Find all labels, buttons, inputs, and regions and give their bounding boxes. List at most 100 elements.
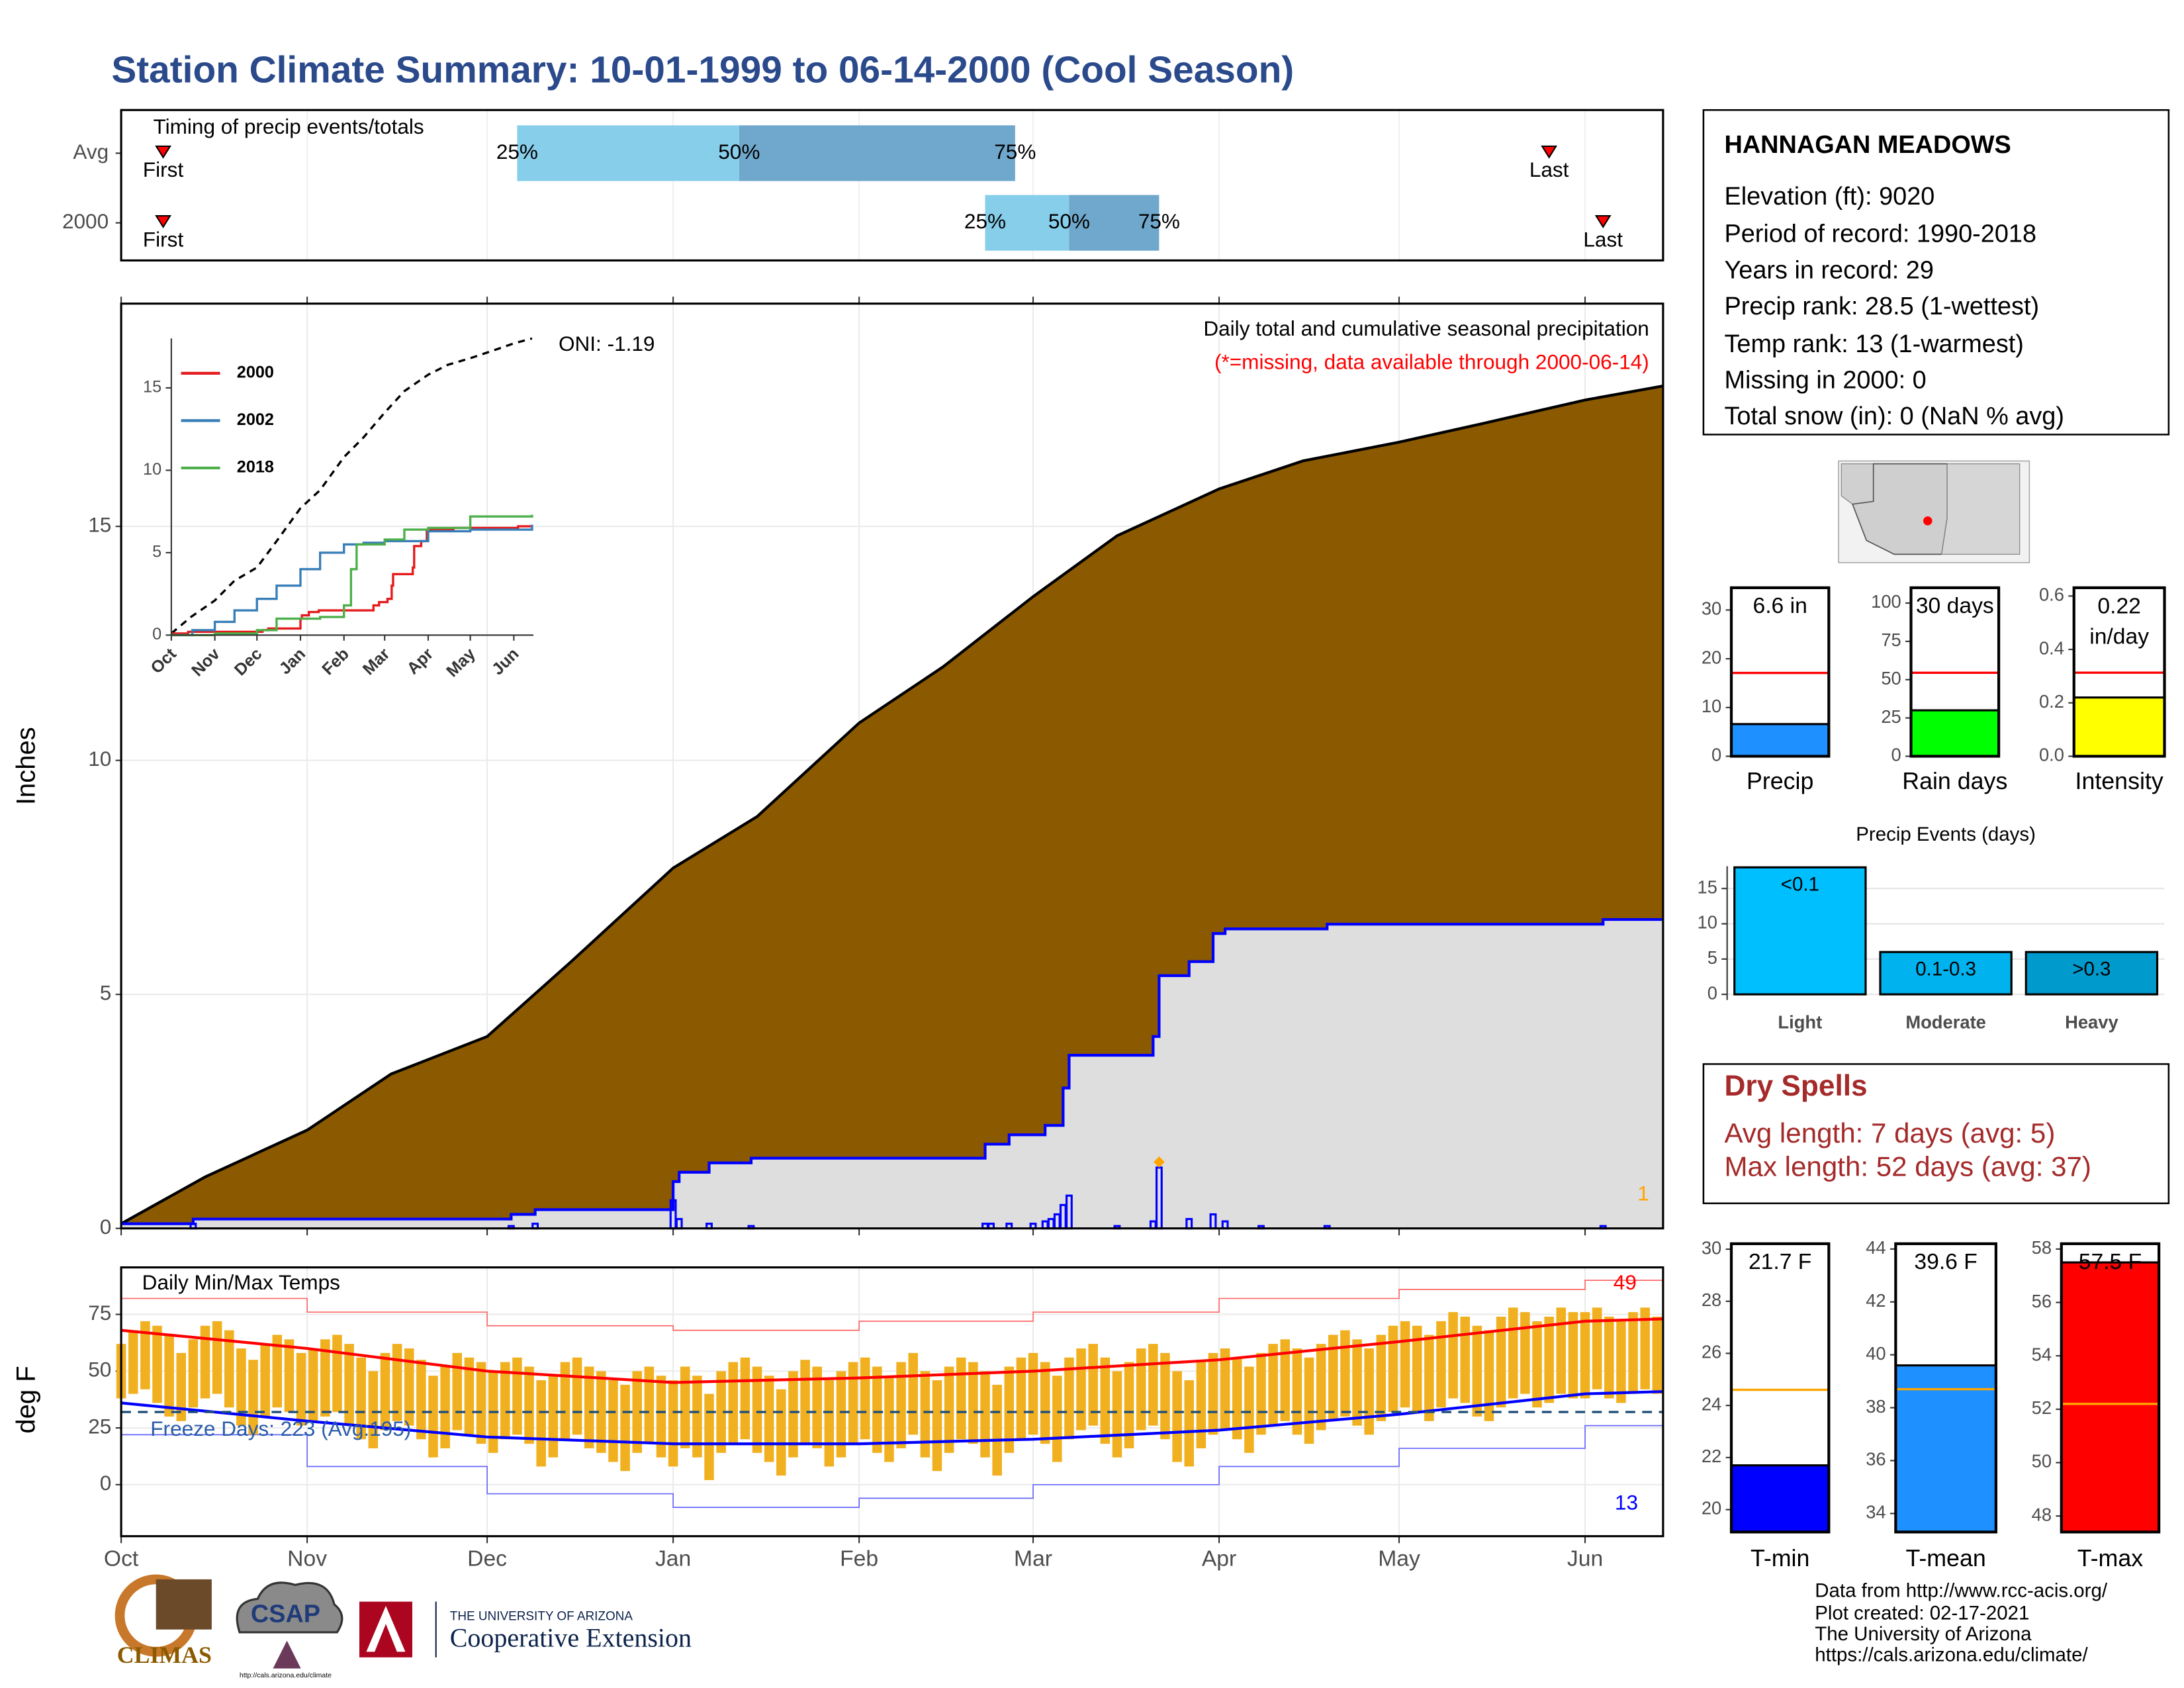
max-marker: [1153, 1156, 1165, 1168]
logo-text: Cooperative Extension: [450, 1623, 692, 1653]
station-line: Period of record: 1990-2018: [1724, 220, 2036, 248]
credit-line: Data from http://www.rcc-acis.org/: [1815, 1580, 2108, 1602]
row-label: Avg: [73, 140, 109, 164]
bar: [1894, 1364, 1997, 1533]
x-tick-label: Oct: [104, 1546, 139, 1571]
temp-bar: [1520, 1312, 1530, 1394]
temp-bar: [368, 1371, 379, 1448]
x-tick-label: Light: [1778, 1012, 1822, 1033]
category-label: T-max: [2077, 1545, 2143, 1571]
temp-bar: [440, 1366, 450, 1448]
temp-bar: [1448, 1312, 1458, 1399]
value-label: 30 days: [1916, 594, 1994, 618]
temp-bar: [1388, 1325, 1398, 1413]
locator-map: [1838, 460, 2030, 563]
temp-bar: [1064, 1357, 1074, 1440]
temp-bar: [752, 1366, 762, 1453]
bar: [1730, 723, 1830, 758]
temp-bar: [608, 1380, 618, 1462]
station-line: Years in record: 29: [1724, 256, 1933, 284]
cumulative-line: [121, 917, 1663, 1225]
temp-bar: [1052, 1376, 1062, 1462]
temp-bar: [500, 1362, 510, 1440]
y-axis-title: Inches: [12, 727, 41, 805]
quartile-bar: [739, 125, 1015, 181]
y-tick-label: 15: [143, 378, 161, 397]
y-tick-label: 0.2: [2039, 691, 2064, 712]
temp-bar: [680, 1366, 690, 1448]
temp-bar: [236, 1348, 246, 1426]
logo-shape: [156, 1579, 212, 1630]
station-line: Precip rank: 28.5 (1-wettest): [1724, 293, 2039, 320]
quartile-label: 25%: [964, 209, 1006, 233]
x-tick-label: Mar: [1014, 1546, 1052, 1571]
temp-bar: [224, 1330, 234, 1408]
bar: [1733, 866, 1867, 996]
temp-bar: [1652, 1317, 1662, 1394]
temp-bar: [548, 1376, 559, 1458]
temp-bar: [1604, 1317, 1614, 1399]
temp-bar: [1256, 1352, 1266, 1435]
quartile-label: 75%: [994, 140, 1036, 164]
credit-line: The University of Arizona: [1815, 1623, 2032, 1645]
temp-bar: [596, 1371, 606, 1453]
y-tick-label: 42: [1866, 1290, 1886, 1311]
event-label: First: [143, 227, 184, 251]
temp-bar: [896, 1362, 906, 1448]
temp-bar: [740, 1357, 751, 1440]
temp-bar: [788, 1371, 798, 1458]
temp-bar: [1460, 1317, 1470, 1403]
chart-title: Precip Events (days): [1856, 823, 2036, 845]
temp-bar: [1532, 1321, 1542, 1408]
quartile-label: 25%: [496, 140, 538, 164]
logo-shape: [273, 1640, 301, 1669]
station-line: Total snow (in): 0 (NaN % avg): [1724, 402, 2064, 430]
temp-bar: [1544, 1317, 1554, 1403]
temp-bar: [1628, 1312, 1638, 1394]
value-label-line: in/day: [2089, 625, 2149, 649]
dry-spells-line: Avg length: 7 days (avg: 5): [1724, 1117, 2055, 1149]
y-tick-label: 30: [1702, 598, 1721, 619]
temp-bar: [920, 1371, 931, 1458]
y-tick-label: 5: [1707, 947, 1717, 968]
annotation: Freeze Days: 223 (Avg:195): [150, 1417, 411, 1440]
panel-frame: [2060, 1242, 2161, 1534]
temp-bar: [848, 1362, 858, 1444]
category-label: Rain days: [1902, 768, 2007, 794]
y-tick-label: 0.6: [2039, 585, 2064, 605]
panel-frame: [120, 109, 1664, 262]
temp-bar: [1508, 1307, 1518, 1399]
temp-bar: [668, 1380, 678, 1467]
value-label: 39.6 F: [1914, 1250, 1977, 1274]
event-label: First: [143, 158, 184, 181]
panel-frame: [120, 1266, 1664, 1538]
temp-bar: [1340, 1330, 1350, 1417]
temp-bar: [944, 1366, 954, 1453]
y-tick-label: 56: [2032, 1291, 2052, 1311]
station-line: Missing in 2000: 0: [1724, 366, 1926, 394]
temp-line: [120, 1317, 1663, 1384]
temp-bar: [284, 1339, 295, 1413]
quartile-label: 75%: [1138, 209, 1180, 233]
value-label: 57.5 F: [2079, 1250, 2142, 1274]
y-tick-label: 0: [1891, 745, 1901, 765]
cumulative-line: [120, 385, 1664, 1225]
temp-bar: [332, 1335, 342, 1413]
credit-line: Plot created: 02-17-2021: [1815, 1602, 2029, 1624]
temp-bar: [1364, 1348, 1374, 1435]
panel-frame: [2072, 586, 2166, 758]
y-tick-label: 0: [1711, 745, 1721, 765]
y-tick-label: 30: [1702, 1237, 1721, 1258]
credit-line: https://cals.arizona.edu/climate/: [1815, 1644, 2088, 1665]
bar-label: >0.3: [2072, 958, 2111, 980]
station-name: HANNAGAN MEADOWS: [1724, 131, 2011, 159]
y-tick-label: 44: [1866, 1237, 1886, 1258]
temp-bar: [464, 1357, 475, 1435]
temp-bar: [1160, 1352, 1170, 1440]
annotation: 13: [1615, 1491, 1638, 1515]
temp-bar: [140, 1321, 150, 1389]
temp-line: [120, 1390, 1663, 1446]
category-label: Intensity: [2075, 768, 2163, 794]
temp-bar: [1424, 1335, 1434, 1421]
temp-bar: [128, 1330, 138, 1394]
